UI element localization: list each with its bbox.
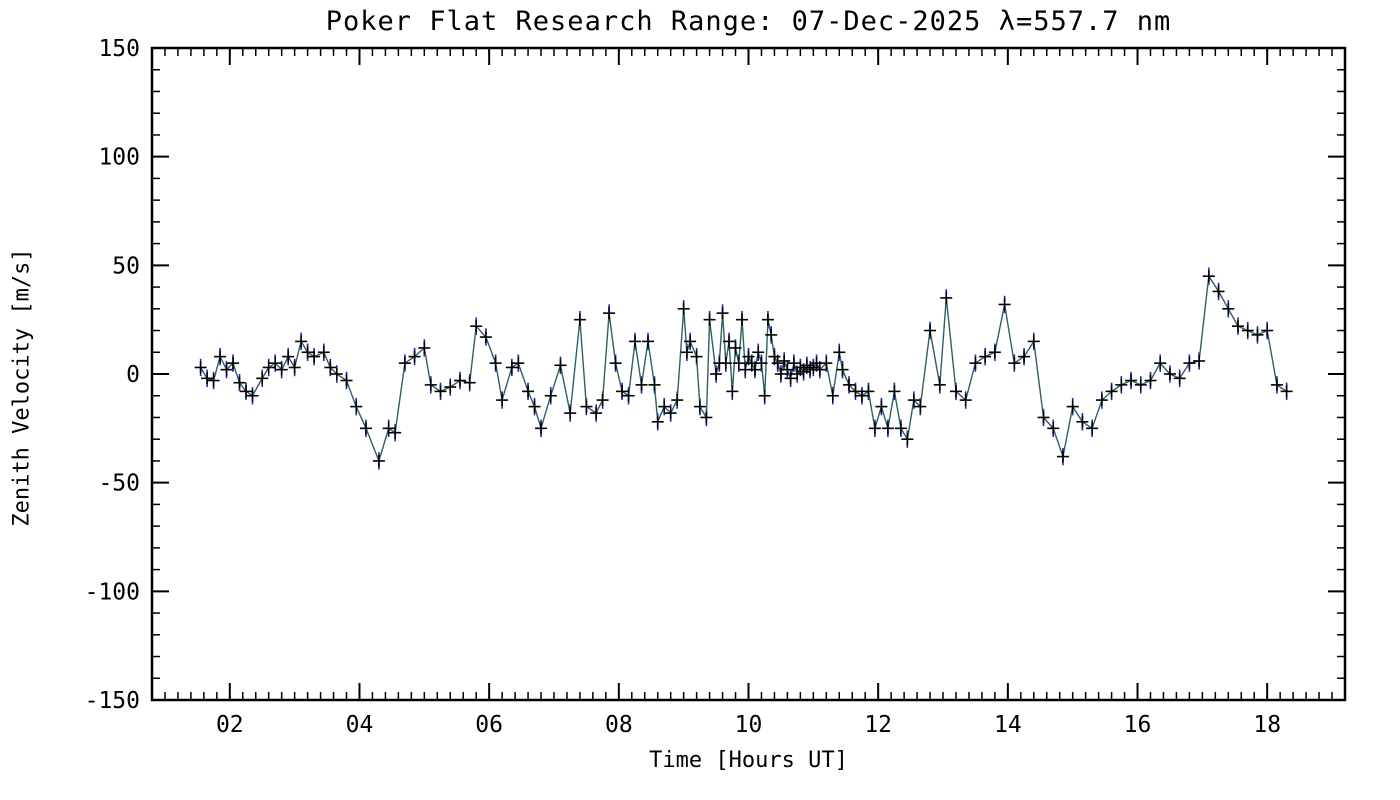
y-tick-label: 0 [126,362,140,388]
y-tick-label: 150 [98,36,140,62]
x-tick-label: 12 [864,712,892,738]
y-tick-label: 50 [112,253,140,279]
y-tick-label: -50 [98,471,140,497]
x-tick-label: 02 [216,712,244,738]
x-axis-label: Time [Hours UT] [649,748,848,773]
y-tick-label: 100 [98,145,140,171]
x-tick-label: 06 [475,712,503,738]
x-tick-label: 10 [735,712,763,738]
y-tick-label: -150 [85,688,140,714]
series-line [200,274,1287,464]
y-tick-label: -100 [85,579,140,605]
chart-title: Poker Flat Research Range: 07-Dec-2025 λ… [325,6,1172,37]
x-tick-label: 14 [994,712,1022,738]
x-tick-label: 16 [1124,712,1152,738]
x-tick-label: 18 [1253,712,1281,738]
x-tick-label: 08 [605,712,633,738]
x-tick-label: 04 [346,712,374,738]
